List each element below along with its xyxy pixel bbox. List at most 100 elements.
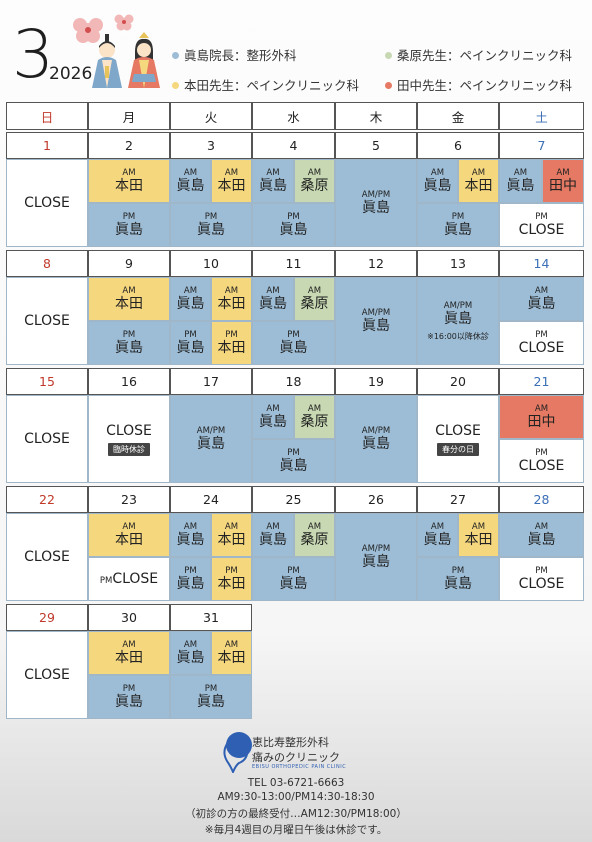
clinic-logo-icon [223,732,252,773]
session-label: AM [534,403,549,414]
date-cell: 29 [6,604,88,631]
doctor-name: 眞島 [259,531,287,548]
date-cell: 7 [499,132,584,159]
date-cell: 18 [252,368,335,395]
date-number: 19 [368,374,384,389]
session-label: AM [534,521,549,532]
schedule-slot: AM 本田 [211,277,252,321]
date-number: 31 [203,610,219,625]
weekday-header: 金 [417,102,499,130]
schedule-slot: PM 本田 [211,321,252,365]
schedule-slot: AM 桑原 [294,277,335,321]
date-cell: 4 [252,132,335,159]
schedule-slot: PM CLOSE [499,439,584,483]
schedule-slot: CLOSE [6,159,88,247]
date-number: 24 [203,492,219,507]
date-number: 17 [203,374,219,389]
date-number: 15 [39,374,55,389]
doctor-name: 本田 [464,177,493,194]
session-label: AM/PM [443,300,473,311]
date-cell: 31 [170,604,252,631]
weekday-label: 月 [122,109,136,125]
date-cell: 19 [335,368,417,395]
female-doll-icon [128,32,160,88]
session-label: PM [287,211,300,222]
date-number: 4 [289,138,298,153]
date-cell: 25 [252,486,335,513]
doctor-name: 眞島 [176,649,205,666]
schedule-slot: AM 眞島 [417,159,458,203]
schedule-slot: PM 眞島 [88,203,170,247]
close-label: CLOSE [24,667,70,683]
schedule-slot: CLOSE [6,277,88,365]
close-label: CLOSE [24,431,70,447]
session-label: PM [204,683,218,694]
session-label: PM [287,447,300,458]
schedule-slot: AM 本田 [458,513,499,557]
doctor-name: 本田 [217,575,246,592]
doctor-name: 眞島 [362,435,390,452]
date-cell: 12 [335,250,417,277]
session-label: AM [471,521,486,532]
holiday-tag: 臨時休診 [108,442,150,456]
legend-dot [385,82,392,89]
session-label: PM [184,329,197,340]
schedule-slot: CLOSE 春分の日 [417,395,499,483]
session-label: AM [307,285,322,296]
session-label: AM [224,167,239,178]
schedule-slot: AM 本田 [88,513,170,557]
schedule-slot: PM 眞島 [170,203,252,247]
schedule-slot: AM 田中 [542,159,584,203]
doctor-name: 眞島 [362,317,390,334]
schedule-slot: PM 眞島 [252,439,335,483]
schedule-slot: PM 眞島 [170,675,252,719]
date-number: 12 [368,256,384,271]
session-label: PM [122,683,136,694]
legend-item-majima: 眞島院長：整形外科 [172,45,297,64]
session-label: PM [184,565,197,576]
weekday-header: 火 [170,102,252,130]
date-number: 13 [450,256,466,271]
date-number: 28 [533,492,550,507]
doctor-name: 本田 [115,649,143,666]
schedule-slot: AM/PM 眞島 [170,395,252,483]
schedule-slot: AM/PM 眞島 [335,395,417,483]
doctor-name: 眞島 [444,310,472,327]
doctor-name: 眞島 [259,413,287,430]
male-doll-icon [92,34,122,88]
date-number: 2 [125,138,133,153]
closure-note: ※16:00以降休診 [427,331,489,341]
doctor-name: 眞島 [506,177,535,194]
doctor-name: 眞島 [527,295,556,312]
legend-dot [172,52,179,59]
clinic-name: 恵比寿整形外科 [252,736,329,749]
session-label: AM [471,167,486,178]
first-visit-note: （初診の方の最終受付…AM12:30/PM18:00） [185,808,407,820]
clinic-phone: TEL 03-6721-6663 [247,777,345,789]
session-label: AM [122,167,136,178]
schedule-slot: AM 眞島 [499,513,584,557]
date-cell: 26 [335,486,417,513]
schedule-slot: PM CLOSE [88,557,170,601]
doctor-name: 桑原 [300,413,329,430]
holiday-tag: 春分の日 [437,442,479,456]
date-number: 14 [533,256,550,271]
session-label: AM [513,167,528,178]
date-number: 26 [368,492,384,507]
close-label: CLOSE [106,422,152,439]
schedule-slot: AM 眞島 [252,159,294,203]
doctor-name: 眞島 [115,693,143,710]
schedule-slot: AM 本田 [211,513,252,557]
date-cell: 30 [88,604,170,631]
schedule-slot: AM 眞島 [170,631,211,675]
session-label: PM [535,212,548,222]
weekday-header: 土 [499,102,584,130]
schedule-slot: PM 眞島 [88,321,170,365]
doctor-name: 眞島 [279,457,308,474]
doctor-name: 桑原 [300,295,329,312]
session-label: AM [556,167,570,178]
date-cell: 2 [88,132,170,159]
session-label: AM [266,521,280,532]
session-label: AM [534,285,549,296]
doctor-name: 眞島 [115,221,143,238]
